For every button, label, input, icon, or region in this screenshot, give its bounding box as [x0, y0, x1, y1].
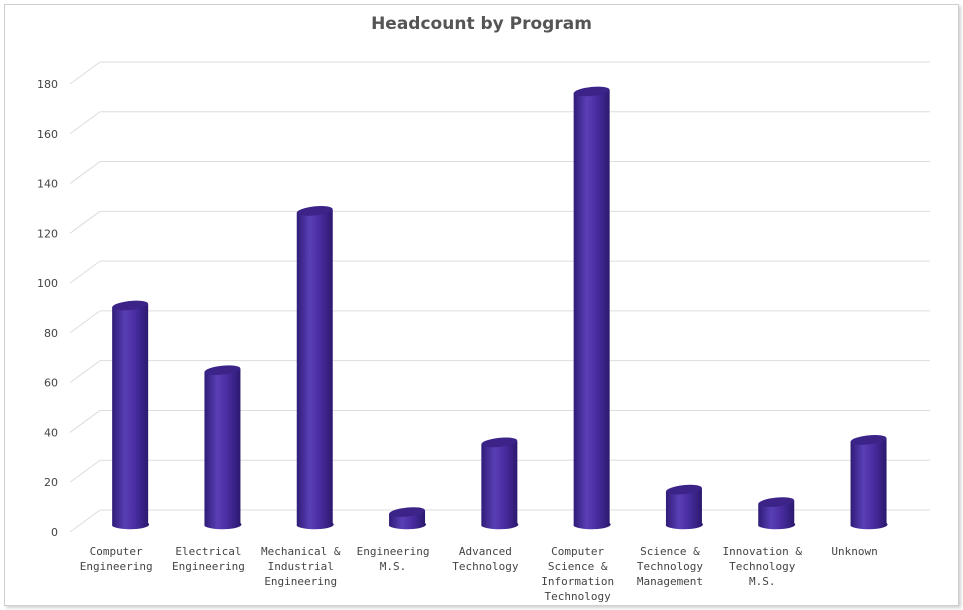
gridline-depth — [69, 310, 101, 334]
bars-layer — [112, 86, 888, 530]
x-tick-label: Computer Science & Information Technology — [541, 545, 614, 603]
bar — [665, 484, 703, 530]
bar-cap — [850, 435, 887, 445]
x-tick-label: Unknown — [831, 545, 877, 558]
y-tick-label: 160 — [37, 128, 58, 141]
bar — [481, 437, 519, 530]
y-tick-label: 120 — [37, 227, 58, 240]
bar-body — [573, 89, 611, 530]
bar-cap — [112, 300, 149, 311]
gridline-depth — [69, 509, 101, 533]
bar — [758, 497, 796, 530]
gridline-depth — [69, 111, 101, 135]
x-tick-label: Science & Technology Management — [637, 545, 704, 588]
gridline-depth — [69, 360, 101, 384]
bar — [296, 206, 334, 530]
gridline-depth — [69, 61, 101, 85]
x-tick-label: Advanced Technology — [452, 545, 519, 573]
y-tick-label: 140 — [37, 178, 58, 191]
gridline-depth — [69, 161, 101, 184]
bar-cap — [389, 507, 425, 517]
y-tick-label: 180 — [37, 78, 58, 91]
x-tick-label: Mechanical & Industrial Engineering — [261, 545, 341, 588]
bar-cap — [573, 86, 610, 97]
bar-body — [850, 438, 888, 530]
bar-body — [112, 303, 150, 530]
bar-body — [481, 440, 519, 530]
bar — [389, 507, 427, 530]
x-tick-label: Electrical Engineering — [172, 545, 245, 573]
x-axis-ticks: Computer Engineering Electrical Engineering… — [80, 545, 878, 603]
x-tick-label: Computer Engineering — [80, 545, 153, 573]
bar-cap — [758, 497, 795, 507]
y-tick-label: 40 — [44, 426, 58, 439]
gridline-depth — [69, 260, 101, 284]
x-tick-label: Engineering M.S. — [357, 545, 430, 573]
y-tick-label: 60 — [44, 377, 58, 390]
bar — [573, 86, 611, 530]
x-tick-label: Innovation & Technology M.S. — [723, 545, 803, 588]
gridline-depth — [69, 210, 101, 234]
bar-body — [665, 488, 703, 530]
bar — [112, 300, 150, 530]
gridline-depth — [69, 410, 101, 433]
y-tick-label: 20 — [44, 476, 58, 489]
bar-cap — [481, 437, 518, 448]
bar-body — [758, 500, 796, 530]
gridline-depth — [69, 459, 101, 483]
bar-cap — [296, 206, 333, 216]
y-tick-label: 100 — [37, 277, 58, 290]
bar-cap — [666, 484, 702, 495]
bar-body — [296, 209, 334, 530]
bar-body — [204, 368, 242, 530]
y-tick-label: 80 — [44, 327, 58, 340]
y-axis-ticks: 0 20 40 60 80 100 120 140 160 180 — [37, 78, 58, 539]
bar — [850, 435, 888, 530]
chart-title: Headcount by Program — [371, 14, 592, 34]
bar — [204, 365, 242, 530]
bar-cap — [204, 365, 241, 376]
y-tick-label: 0 — [51, 526, 58, 539]
